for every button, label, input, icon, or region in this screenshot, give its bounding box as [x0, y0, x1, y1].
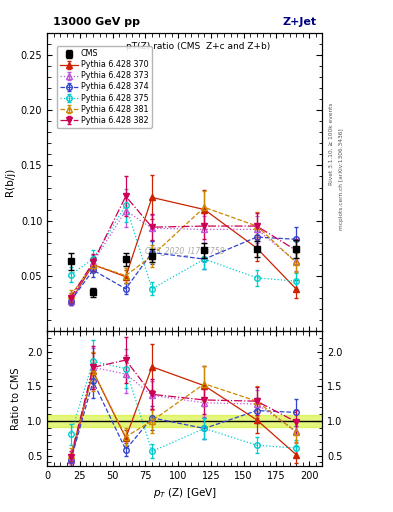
Text: 13000 GeV pp: 13000 GeV pp — [53, 17, 140, 27]
Text: Z+Jet: Z+Jet — [283, 17, 317, 27]
Y-axis label: R(b/j): R(b/j) — [5, 168, 15, 196]
Y-axis label: Ratio to CMS: Ratio to CMS — [11, 367, 21, 430]
Text: mcplots.cern.ch [arXiv:1306.3436]: mcplots.cern.ch [arXiv:1306.3436] — [339, 129, 344, 230]
Legend: CMS, Pythia 6.428 370, Pythia 6.428 373, Pythia 6.428 374, Pythia 6.428 375, Pyt: CMS, Pythia 6.428 370, Pythia 6.428 373,… — [57, 46, 152, 128]
Bar — [47, 415, 322, 427]
Text: pT(Z) ratio (CMS  Z+c and Z+b): pT(Z) ratio (CMS Z+c and Z+b) — [126, 42, 271, 51]
X-axis label: $p_T$ (Z) [GeV]: $p_T$ (Z) [GeV] — [153, 486, 217, 500]
Text: Rivet 3.1.10, ≥ 100k events: Rivet 3.1.10, ≥ 100k events — [329, 102, 334, 185]
Text: CMS_2020_I1776758: CMS_2020_I1776758 — [145, 246, 225, 255]
